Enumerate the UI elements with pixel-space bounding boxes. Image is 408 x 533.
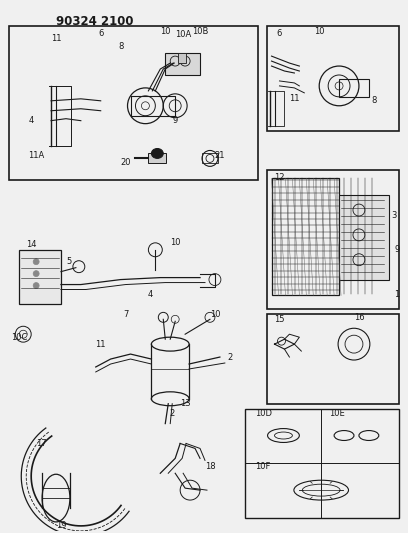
Text: 10A: 10A — [175, 30, 191, 39]
Bar — [178, 53, 186, 63]
Circle shape — [33, 282, 39, 288]
Text: 90324 2100: 90324 2100 — [56, 15, 133, 28]
Bar — [266, 171, 399, 309]
Text: 19: 19 — [56, 521, 66, 530]
Text: 10E: 10E — [329, 409, 345, 418]
Bar — [272, 178, 339, 295]
Text: 16: 16 — [354, 313, 364, 322]
Bar — [245, 409, 399, 518]
Text: 9: 9 — [173, 116, 178, 125]
Text: 12: 12 — [275, 173, 285, 182]
Text: 10: 10 — [210, 310, 220, 319]
Bar — [9, 26, 257, 180]
Bar — [19, 250, 61, 304]
Bar — [339, 79, 369, 97]
Ellipse shape — [151, 149, 163, 158]
Text: 15: 15 — [275, 315, 285, 324]
Bar — [339, 195, 389, 280]
Text: 5: 5 — [67, 257, 71, 266]
Text: 7: 7 — [123, 310, 128, 319]
Text: 10: 10 — [314, 27, 324, 36]
Text: 2: 2 — [227, 352, 233, 361]
Text: 18: 18 — [205, 462, 215, 471]
Text: 11: 11 — [51, 34, 62, 43]
Text: 6: 6 — [98, 29, 103, 38]
Text: 10: 10 — [170, 238, 180, 247]
Circle shape — [33, 271, 39, 277]
Text: 4: 4 — [29, 116, 34, 125]
Text: 11: 11 — [289, 94, 299, 103]
Text: 13: 13 — [180, 399, 191, 408]
Text: 10: 10 — [160, 27, 171, 36]
Text: 1: 1 — [394, 290, 399, 299]
Text: 4: 4 — [148, 290, 153, 299]
Text: 20: 20 — [120, 158, 131, 167]
Circle shape — [33, 259, 39, 265]
Text: 8: 8 — [371, 96, 377, 106]
Text: 14: 14 — [26, 240, 36, 249]
Text: 8: 8 — [118, 42, 123, 51]
Text: 10D: 10D — [255, 409, 272, 418]
Text: 6: 6 — [277, 29, 282, 38]
Text: 11A: 11A — [28, 151, 44, 160]
Text: 10F: 10F — [255, 462, 270, 471]
Text: 10C: 10C — [11, 333, 28, 342]
Text: 9: 9 — [394, 245, 399, 254]
Bar — [266, 26, 399, 131]
Text: 3: 3 — [391, 211, 397, 220]
Bar — [266, 314, 399, 403]
Text: 17: 17 — [36, 439, 47, 448]
Text: 11: 11 — [95, 340, 106, 349]
Text: 10B: 10B — [192, 27, 208, 36]
Bar — [202, 154, 218, 164]
Text: 21: 21 — [215, 151, 225, 160]
Bar — [149, 154, 166, 164]
Text: 2: 2 — [170, 409, 175, 418]
Bar — [165, 53, 200, 75]
